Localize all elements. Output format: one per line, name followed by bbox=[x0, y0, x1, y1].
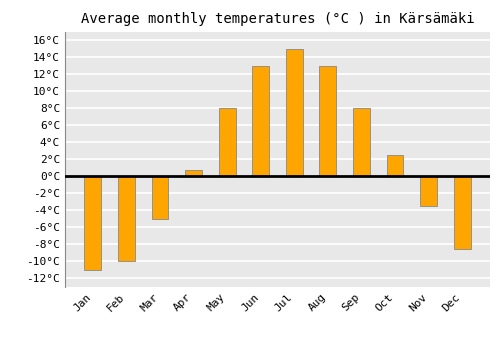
Bar bbox=[320, 65, 336, 176]
Title: Average monthly temperatures (°C ) in Kärsämäki: Average monthly temperatures (°C ) in Kä… bbox=[80, 12, 474, 26]
Bar bbox=[420, 176, 437, 206]
Bar bbox=[386, 155, 404, 176]
Bar bbox=[353, 108, 370, 176]
Bar bbox=[286, 49, 302, 176]
Bar bbox=[252, 65, 269, 176]
Bar bbox=[118, 176, 134, 261]
Bar bbox=[152, 176, 168, 219]
Bar bbox=[84, 176, 101, 270]
Bar bbox=[218, 108, 236, 176]
Bar bbox=[185, 170, 202, 176]
Bar bbox=[454, 176, 470, 248]
